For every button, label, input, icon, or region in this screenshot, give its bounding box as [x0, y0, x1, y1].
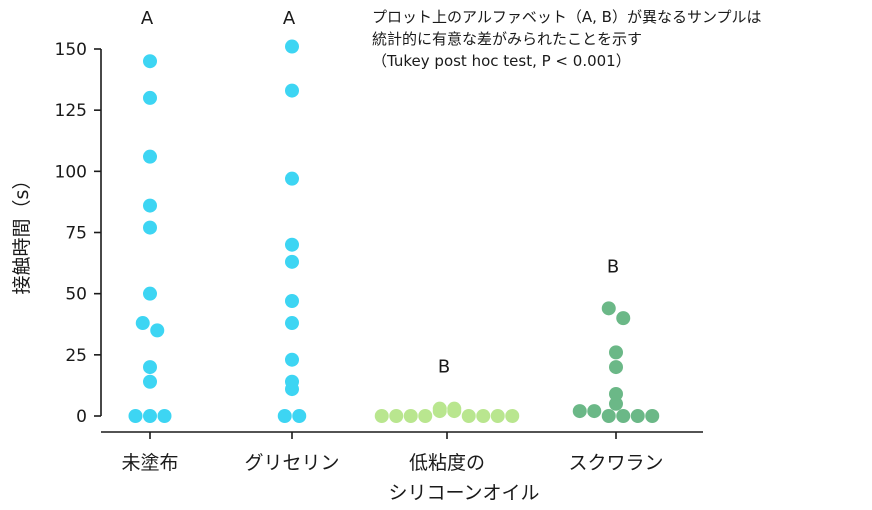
data-point	[285, 294, 299, 309]
data-point	[505, 409, 520, 423]
y-tick-label: 50	[65, 285, 87, 305]
data-point	[447, 401, 462, 416]
significance-note: プロット上のアルファベット（A, B）が異なるサンプルは 統計的に有意な差がみら…	[372, 6, 868, 72]
data-point	[609, 345, 623, 360]
x-tick-label: 低粘度の	[409, 452, 485, 474]
data-point	[616, 311, 631, 326]
data-point	[609, 360, 623, 375]
data-point	[143, 409, 157, 423]
data-points	[128, 39, 660, 423]
x-tick-label-line2: シリコーンオイル	[388, 482, 539, 504]
data-point	[374, 409, 389, 423]
data-point	[285, 237, 299, 252]
data-point	[572, 404, 587, 419]
y-axis-label: 接触時間（s）	[11, 171, 33, 295]
group-letter: A	[283, 8, 296, 29]
data-point	[150, 323, 165, 338]
data-point	[135, 316, 150, 331]
x-tick-label: スクワラン	[568, 452, 663, 474]
data-point	[403, 409, 418, 423]
data-point	[128, 409, 143, 423]
data-point	[432, 401, 447, 416]
data-point	[601, 409, 616, 423]
data-point	[587, 404, 602, 419]
note-line-1: プロット上のアルファベット（A, B）が異なるサンプルは	[372, 8, 762, 26]
data-point	[143, 90, 157, 105]
group-letter: B	[438, 357, 450, 378]
y-tick-label: 100	[55, 162, 87, 182]
y-tick-label: 150	[55, 40, 87, 60]
data-point	[143, 149, 157, 164]
data-point	[609, 396, 623, 411]
data-point	[418, 409, 433, 423]
note-line-3: （Tukey post hoc test, P < 0.001）	[372, 52, 631, 70]
data-point	[292, 409, 307, 423]
data-point	[285, 374, 299, 389]
data-point	[277, 409, 292, 423]
data-point	[476, 409, 491, 423]
data-point	[157, 409, 172, 423]
x-tick-label: グリセリン	[244, 452, 339, 474]
data-point	[143, 360, 157, 375]
data-point	[143, 198, 157, 213]
y-tick-label: 125	[55, 101, 87, 121]
data-point	[285, 316, 299, 331]
group-letter: B	[607, 256, 619, 277]
data-point	[630, 409, 645, 423]
y-tick-label: 0	[76, 407, 87, 427]
data-point	[389, 409, 404, 423]
data-point	[143, 220, 157, 235]
data-point	[601, 301, 616, 316]
y-tick-label: 75	[65, 224, 87, 244]
data-point	[285, 39, 299, 54]
data-point	[645, 409, 660, 423]
data-point	[490, 409, 505, 423]
note-line-2: 統計的に有意な差がみられたことを示す	[372, 30, 643, 48]
data-point	[285, 254, 299, 269]
data-point	[285, 171, 299, 186]
data-point	[143, 54, 157, 69]
group-letter: A	[141, 8, 154, 29]
data-point	[461, 409, 476, 423]
axes: 0 25 50 75 100 125 150	[55, 40, 703, 439]
data-point	[285, 352, 299, 367]
x-tick-label: 未塗布	[121, 451, 178, 474]
data-point	[609, 386, 623, 401]
data-point	[616, 409, 631, 423]
data-point	[143, 374, 157, 389]
data-point	[285, 83, 299, 98]
data-point	[143, 286, 157, 301]
y-tick-label: 25	[65, 346, 87, 366]
